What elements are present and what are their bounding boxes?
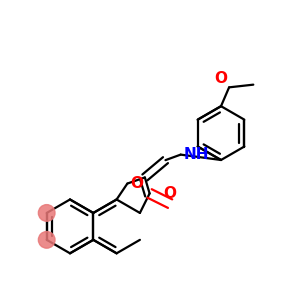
Circle shape bbox=[38, 232, 55, 248]
Text: O: O bbox=[214, 71, 228, 86]
Text: NH: NH bbox=[184, 147, 209, 162]
Text: O: O bbox=[130, 176, 143, 191]
Text: O: O bbox=[164, 186, 177, 201]
Circle shape bbox=[38, 205, 55, 221]
